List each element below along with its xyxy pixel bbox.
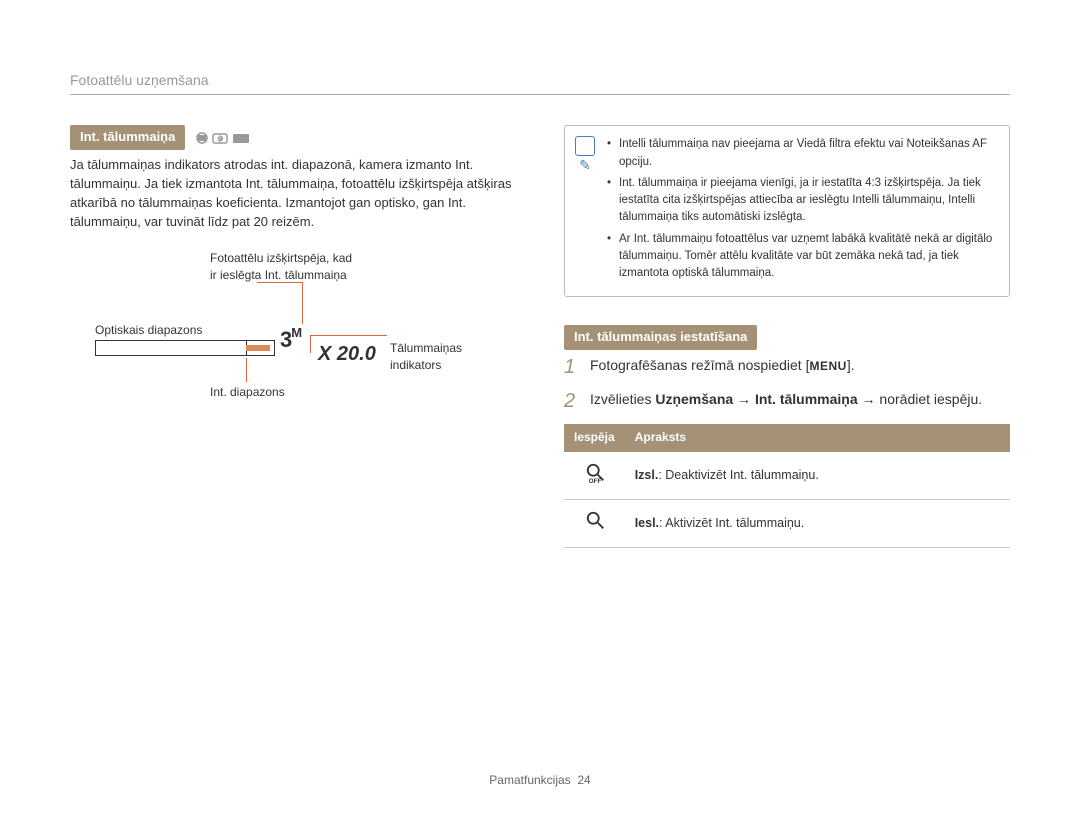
note-bullet-1: Intelli tālummaiņa nav pieejama ar Viedā…: [607, 136, 997, 171]
step-1-number: 1: [564, 356, 590, 378]
diag-indicator-label-1: Tālummaiņas: [390, 340, 462, 357]
page-header: Fotoattēlu uzņemšana: [70, 70, 1010, 95]
step-1-end: ].: [847, 357, 855, 373]
note-bullet-3: Ar Int. tālummaiņu fotoattēlus var uzņem…: [607, 231, 997, 283]
diag-topcap-1: Fotoattēlu izšķirtspēja, kad: [210, 250, 352, 267]
diag-3m: 3M: [280, 324, 301, 356]
note-box: ✎ Intelli tālummaiņa nav pieejama ar Vie…: [564, 125, 1010, 297]
step-2: 2 Izvēlieties Uzņemšana → Int. tālummaiņ…: [564, 390, 1010, 412]
section-pill-setting: Int. tālummaiņas iestatīšana: [564, 325, 757, 350]
intro-paragraph: Ja tālummaiņas indikators atrodas int. d…: [70, 156, 516, 231]
table-row: OFF Izsl.: Deaktivizēt Int. tālummaiņu.: [564, 452, 1010, 500]
zoom-on-icon: [585, 510, 603, 528]
step-2-a: Izvēlieties: [590, 391, 655, 407]
diag-x20: X 20.0: [318, 340, 376, 369]
row1-text: : Deaktivizēt Int. tālummaiņu.: [658, 468, 818, 482]
row1-bold: Izsl.: [635, 468, 659, 482]
menu-button-label: MENU: [809, 358, 846, 375]
diag-int-label: Int. diapazons: [210, 384, 285, 401]
note-bullet-2: Int. tālummaiņa ir pieejama vienīgi, ja …: [607, 175, 997, 227]
section-pill-int-zoom: Int. tālummaiņa: [70, 125, 185, 150]
svg-text:P: P: [217, 137, 223, 143]
svg-text:OFF: OFF: [589, 478, 602, 484]
footer-label: Pamatfunkcijas: [489, 773, 570, 787]
step-1: 1 Fotografēšanas režīmā nospiediet [MENU…: [564, 356, 1010, 378]
mode-icons: P: [195, 128, 255, 147]
diag-optical-label: Optiskais diapazons: [95, 322, 202, 339]
zoom-off-icon: OFF: [585, 462, 603, 480]
row2-text: : Aktivizēt Int. tālummaiņu.: [659, 516, 804, 530]
zoom-diagram: Fotoattēlu izšķirtspēja, kad ir ieslēgta…: [70, 250, 516, 450]
th-description: Apraksts: [625, 424, 1010, 451]
th-option: Iespēja: [564, 424, 625, 451]
step-2-c: →: [733, 391, 755, 407]
step-2-number: 2: [564, 390, 590, 412]
note-icon: ✎: [575, 136, 595, 156]
step-2-d: Int. tālummaiņa: [755, 391, 858, 407]
footer-page: 24: [577, 773, 590, 787]
page-footer: Pamatfunkcijas 24: [0, 772, 1080, 789]
step-2-e: → norādiet iespēju.: [858, 391, 983, 407]
table-row: Iesl.: Aktivizēt Int. tālummaiņu.: [564, 499, 1010, 547]
row2-bold: Iesl.: [635, 516, 659, 530]
step-1-text: Fotografēšanas režīmā nospiediet [: [590, 357, 809, 373]
diag-indicator-label-2: indikators: [390, 357, 462, 374]
step-2-b: Uzņemšana: [655, 391, 733, 407]
options-table: Iespēja Apraksts OFF Izsl.: Deaktivizēt …: [564, 424, 1010, 548]
